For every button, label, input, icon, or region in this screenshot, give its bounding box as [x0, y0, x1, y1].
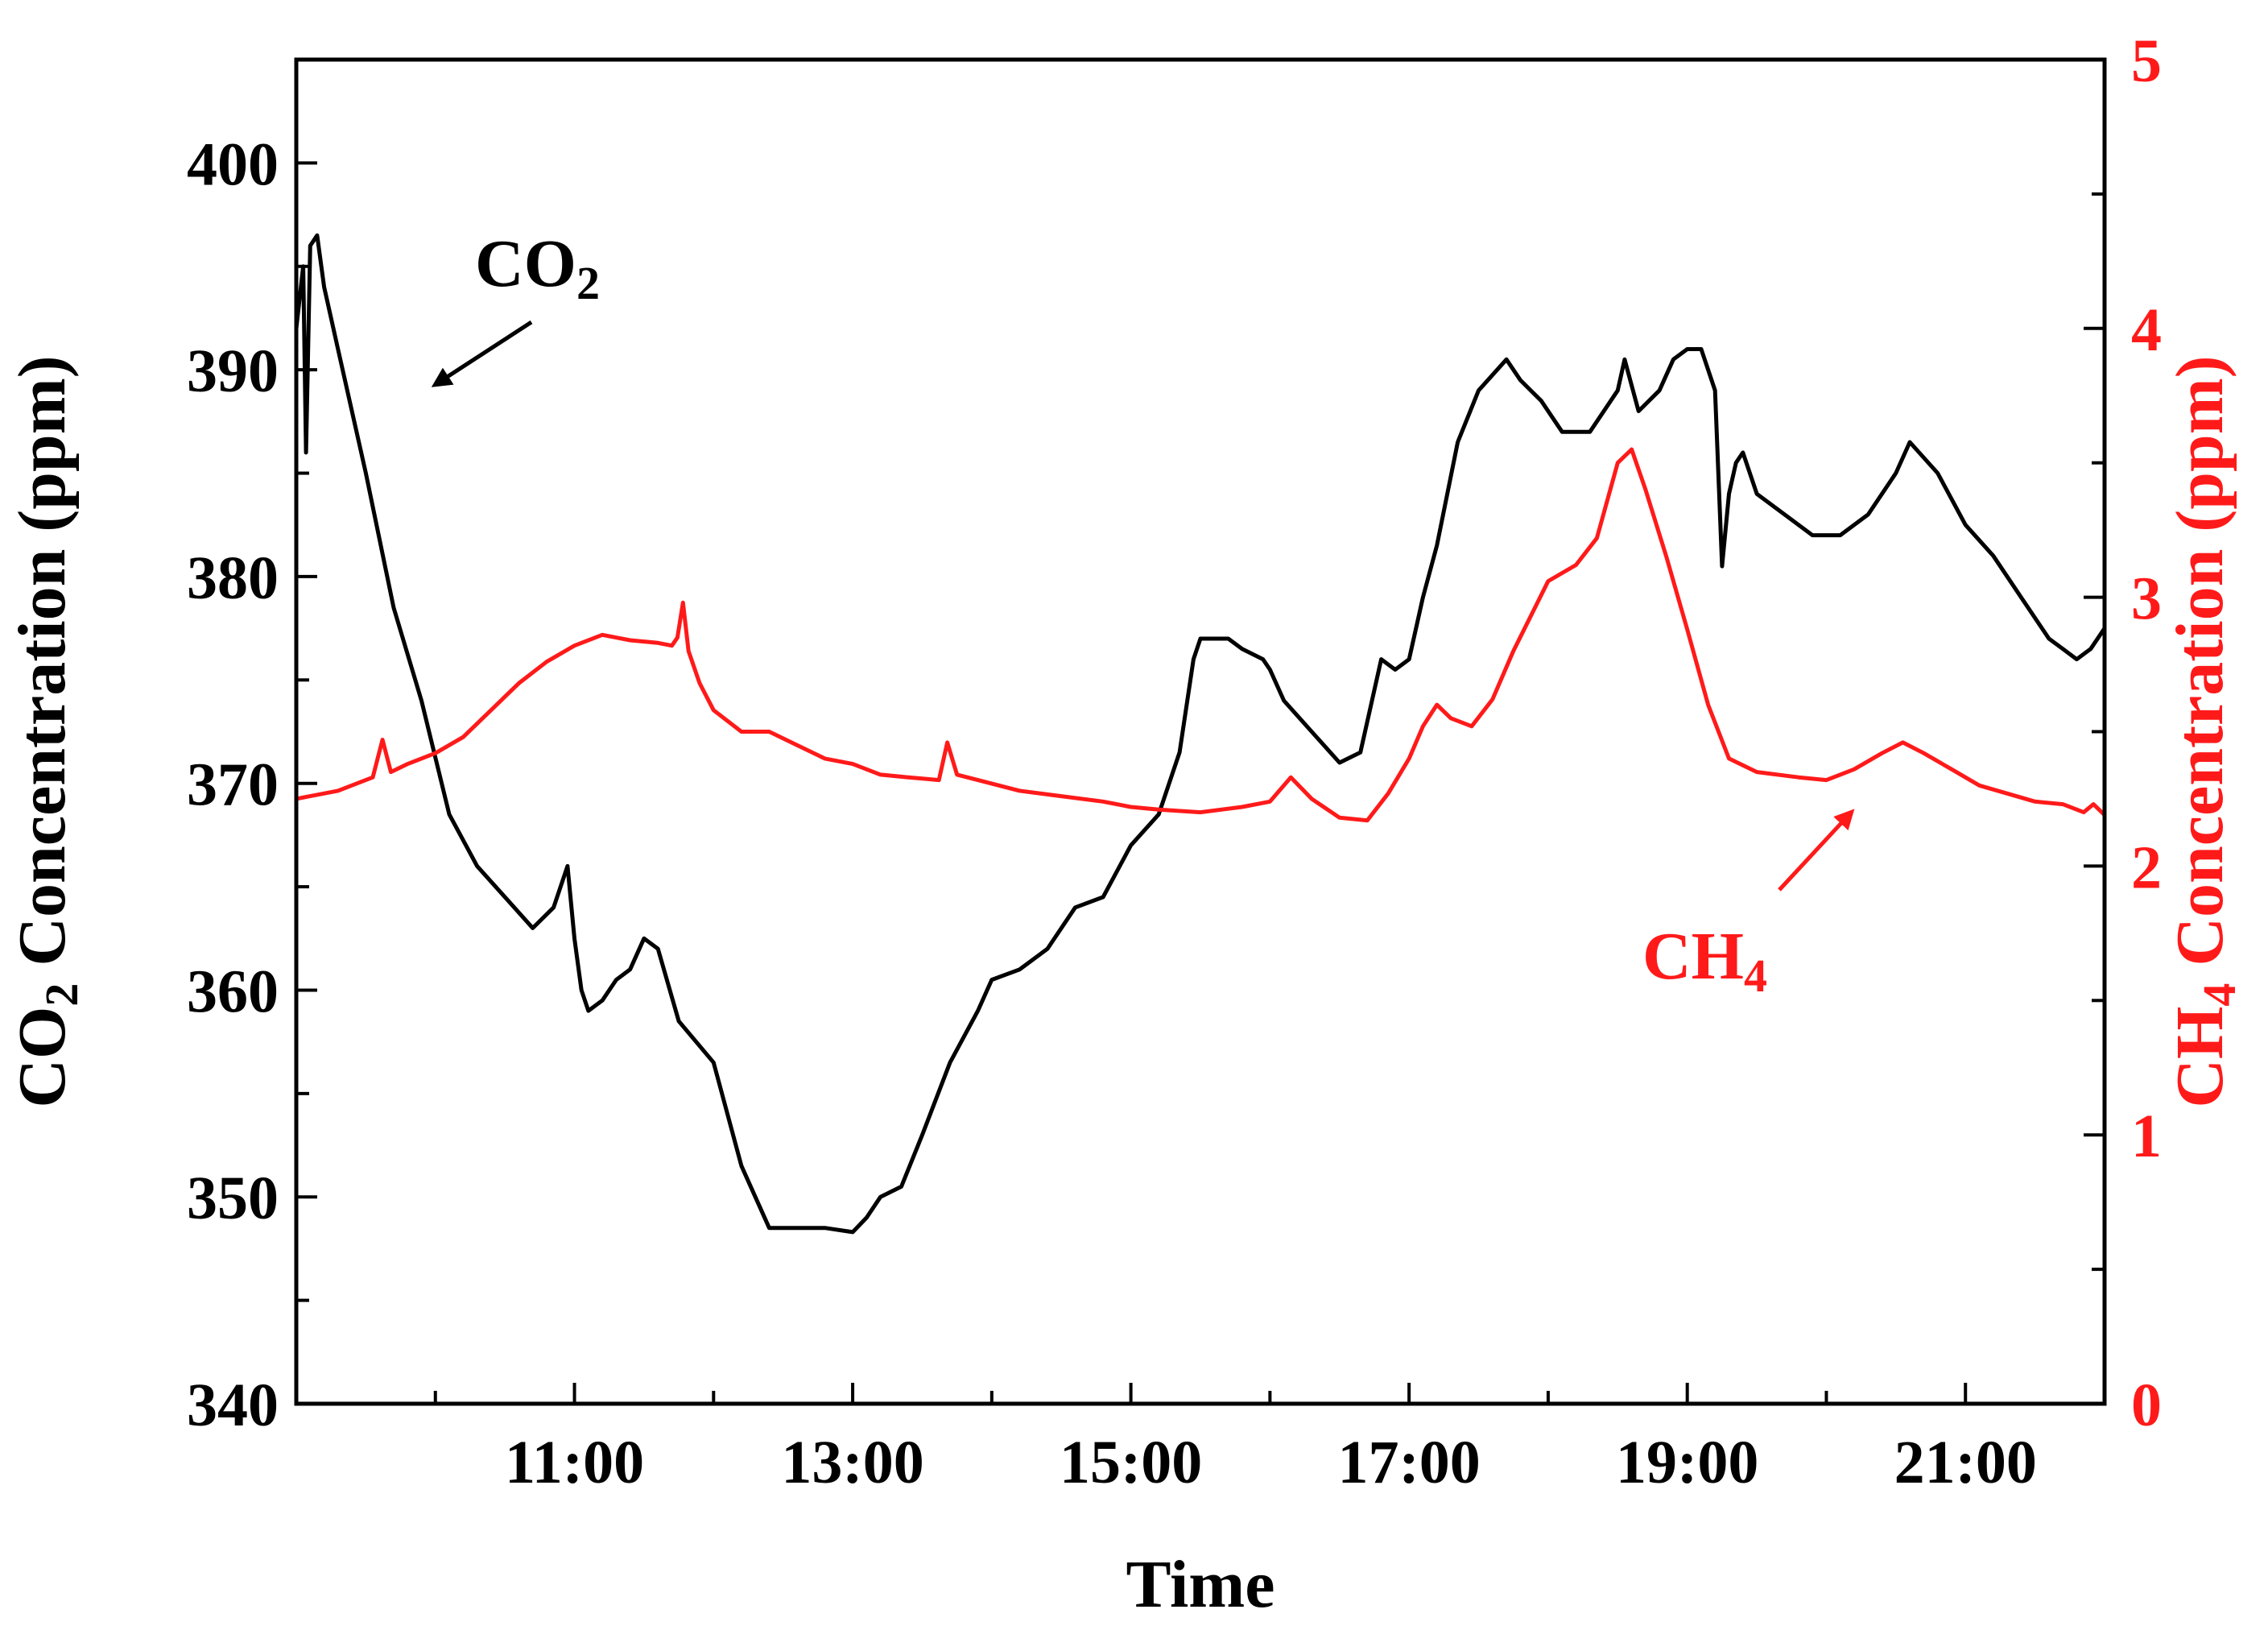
ch4-annotation-label-subscript: 4 [1744, 950, 1767, 1002]
y-left-axis-title: CO2 Concentration (ppm) [5, 355, 88, 1107]
y-left-tick-label: 370 [187, 751, 279, 819]
series-line-co2 [296, 233, 2105, 1235]
y-left-axis-title-suffix: Concentration (ppm) [5, 355, 80, 983]
ch4-annotation-label: CH4 [1642, 919, 1767, 1002]
co2-annotation-arrow [431, 320, 533, 387]
co2-annotation-label-prefix: CO [475, 226, 576, 301]
y-right-axis-title-prefix: CH [2163, 1007, 2237, 1108]
y-left-tick-label: 390 [187, 337, 279, 405]
y-right-tick-label: 4 [2131, 296, 2162, 364]
y-right-tick-label: 1 [2131, 1103, 2162, 1170]
x-tick-label: 15:00 [1060, 1429, 1202, 1496]
y-left-tick-label: 350 [187, 1165, 279, 1232]
y-right-tick-label: 5 [2131, 27, 2162, 95]
ticks-layer [295, 58, 2106, 1405]
x-tick-label: 21:00 [1894, 1429, 2037, 1496]
x-tick-label: 13:00 [781, 1429, 923, 1496]
ch4-annotation-arrow [1778, 809, 1855, 892]
x-axis-title: Time [1126, 1547, 1274, 1622]
x-tick-label: 19:00 [1616, 1429, 1758, 1496]
ch4-annotation-label-prefix: CH [1642, 919, 1744, 994]
y-left-tick-label: 400 [187, 130, 279, 198]
y-right-axis-title-subscript: 4 [2193, 983, 2245, 1007]
y-right-axis-title-suffix: Concentration (ppm) [2163, 355, 2237, 983]
y-right-axis-title: CH4 Concentration (ppm) [2163, 355, 2245, 1107]
x-tick-label: 17:00 [1337, 1429, 1480, 1496]
co2-annotation-label: CO2 [475, 226, 600, 309]
annotations-layer: CO2 CH4 [431, 226, 1855, 1002]
y-left-axis-title-prefix: CO [5, 1007, 80, 1108]
y-right-tick-label: 0 [2131, 1372, 2162, 1439]
y-left-axis-title-subscript: 2 [35, 983, 88, 1007]
x-tick-label: 11:00 [505, 1429, 644, 1496]
co2-annotation-label-subscript: 2 [576, 257, 600, 309]
y-right-tick-label: 3 [2131, 565, 2162, 633]
y-left-tick-label: 380 [187, 544, 279, 612]
labels-layer: 11:00 13:00 15:00 17:00 19:00 21:003403503603… [5, 27, 2245, 1622]
series-line-ch4 [296, 447, 2105, 823]
y-right-tick-label: 2 [2131, 834, 2162, 901]
y-left-tick-label: 360 [187, 958, 279, 1025]
y-left-tick-label: 340 [187, 1372, 279, 1439]
series-layer [296, 233, 2105, 1235]
